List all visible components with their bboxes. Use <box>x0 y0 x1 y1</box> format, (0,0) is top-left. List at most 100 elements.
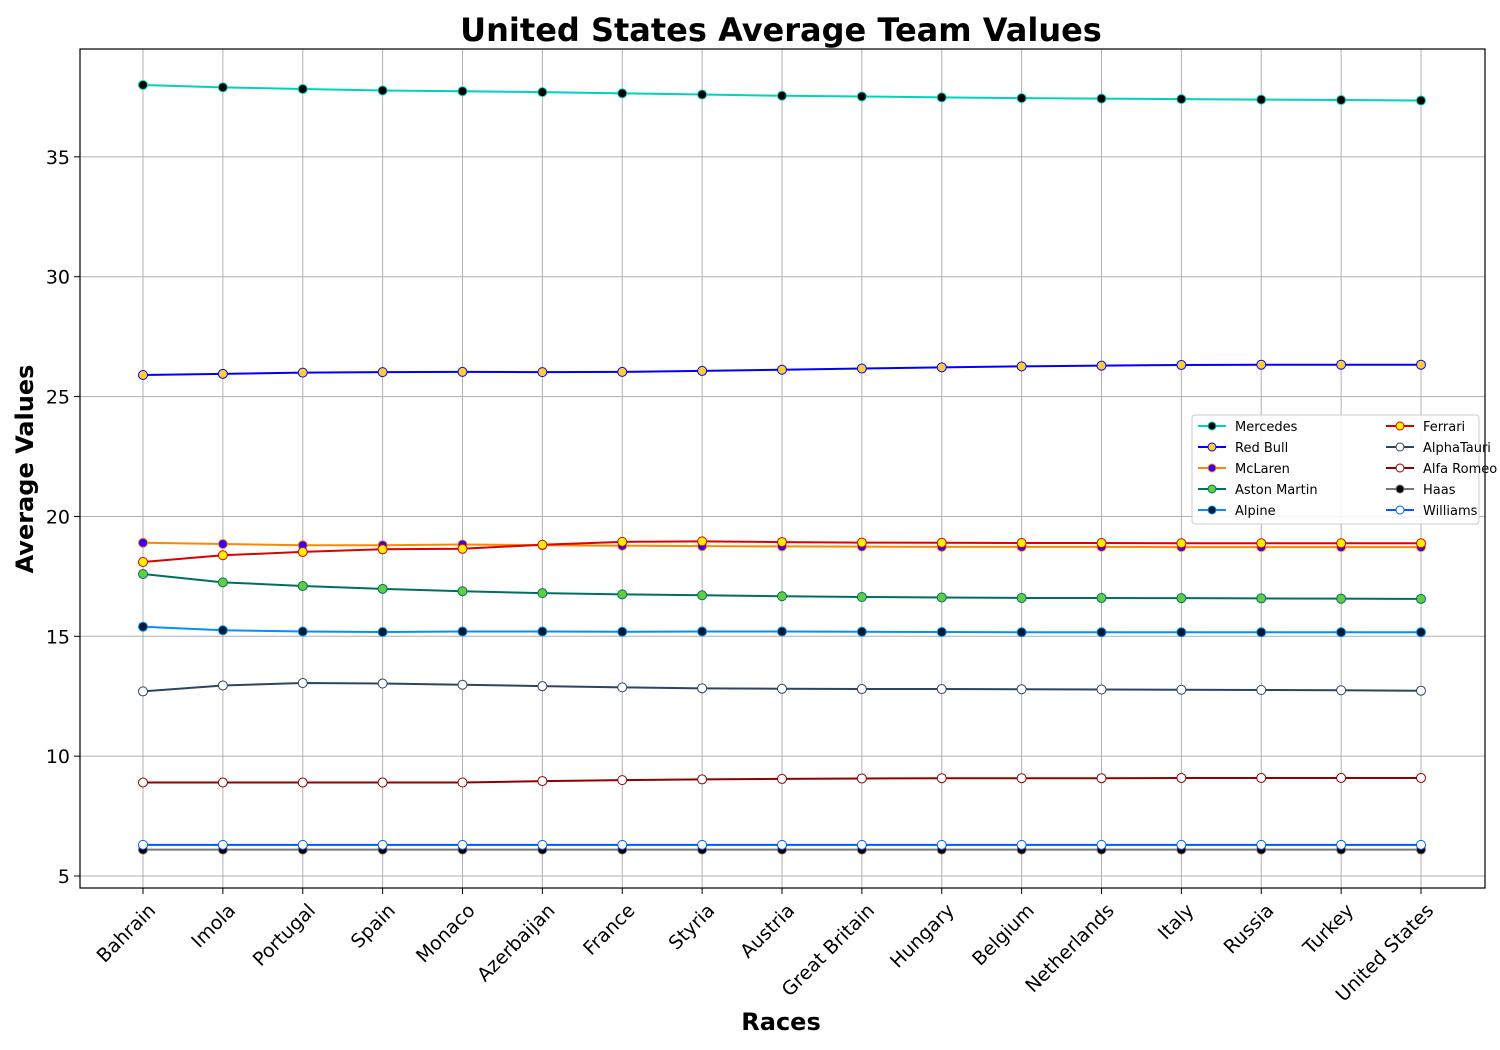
data-point-mercedes <box>617 88 628 99</box>
data-point-ferrari <box>217 550 228 561</box>
series-layer <box>138 79 1426 855</box>
legend-marker <box>1395 484 1405 494</box>
legend-marker <box>1395 421 1405 431</box>
data-point-mclaren <box>138 537 148 548</box>
legend-item-mclaren: McLaren <box>1198 462 1290 477</box>
legend-box <box>1191 414 1480 525</box>
y-tick-label: 20 <box>46 506 70 528</box>
data-point-alfa-romeo <box>617 775 628 786</box>
data-point-red-bull <box>777 364 787 375</box>
data-point-alpine <box>1416 627 1426 638</box>
legend-label: AlphaTauri <box>1423 441 1491 456</box>
data-point-alphatauri <box>217 680 228 691</box>
data-point-aston-martin <box>617 589 628 600</box>
data-point-red-bull <box>1256 359 1267 370</box>
data-point-alpine <box>936 626 947 637</box>
data-point-williams <box>537 839 548 850</box>
data-point-williams <box>1096 839 1107 850</box>
data-point-alpine <box>217 625 228 636</box>
data-point-aston-martin <box>138 568 148 579</box>
legend-marker <box>1395 442 1405 452</box>
data-point-alpine <box>1256 627 1267 638</box>
data-point-alfa-romeo <box>1096 773 1107 784</box>
data-point-ferrari <box>1096 538 1107 549</box>
data-point-alfa-romeo <box>1256 772 1267 783</box>
data-point-williams <box>1016 839 1027 850</box>
data-point-williams <box>617 839 628 850</box>
data-point-alphatauri <box>936 684 947 695</box>
data-point-ferrari <box>377 544 388 555</box>
data-point-alfa-romeo <box>377 777 388 788</box>
data-point-mercedes <box>1336 95 1347 106</box>
data-point-ferrari <box>856 537 867 548</box>
data-point-williams <box>856 839 867 850</box>
data-point-williams <box>1336 839 1347 850</box>
series-red-bull <box>138 359 1426 381</box>
data-point-alfa-romeo <box>1176 772 1187 783</box>
data-point-williams <box>217 839 228 850</box>
data-point-alpine <box>1336 627 1347 638</box>
data-point-aston-martin <box>697 590 708 601</box>
data-point-aston-martin <box>1336 593 1347 604</box>
y-axis-label: Average Values <box>11 365 39 574</box>
data-point-mercedes <box>1016 93 1027 104</box>
data-point-aston-martin <box>457 586 468 597</box>
data-point-alpine <box>457 626 468 637</box>
data-point-mercedes <box>138 79 148 90</box>
data-point-alphatauri <box>617 682 628 693</box>
data-point-red-bull <box>936 362 947 373</box>
legend-item-red-bull: Red Bull <box>1198 441 1288 456</box>
data-point-mercedes <box>297 84 308 95</box>
legend-marker <box>1395 505 1405 515</box>
data-point-mercedes <box>1096 93 1107 104</box>
legend-item-alphatauri: AlphaTauri <box>1386 441 1491 456</box>
data-point-aston-martin <box>1416 593 1426 604</box>
data-point-ferrari <box>936 537 947 548</box>
series-mercedes <box>138 79 1426 106</box>
data-point-alphatauri <box>1416 685 1426 696</box>
data-point-alpine <box>1176 627 1187 638</box>
data-point-mercedes <box>856 91 867 102</box>
data-point-red-bull <box>1416 359 1426 370</box>
data-point-williams <box>1176 839 1187 850</box>
data-point-mercedes <box>697 89 708 100</box>
data-point-ferrari <box>777 537 787 548</box>
data-point-red-bull <box>138 370 148 381</box>
gridlines <box>80 49 1485 888</box>
data-point-alphatauri <box>457 679 468 690</box>
legend-label: Ferrari <box>1423 420 1465 435</box>
legend-label: McLaren <box>1235 462 1290 477</box>
data-point-aston-martin <box>537 588 548 599</box>
data-point-williams <box>936 839 947 850</box>
legend-marker <box>1207 463 1217 473</box>
chart-title: United States Average Team Values <box>460 11 1102 49</box>
data-point-mercedes <box>217 82 228 93</box>
data-point-alfa-romeo <box>1016 773 1027 784</box>
data-point-williams <box>138 839 148 850</box>
data-point-aston-martin <box>936 592 947 603</box>
data-point-alfa-romeo <box>217 777 228 788</box>
y-tick-label: 5 <box>58 866 70 888</box>
data-point-mercedes <box>1176 94 1187 105</box>
data-point-alpine <box>138 621 148 632</box>
legend-marker <box>1207 484 1217 494</box>
data-point-williams <box>457 839 468 850</box>
legend-item-alfa-romeo: Alfa Romeo <box>1386 462 1497 477</box>
data-point-aston-martin <box>777 591 787 602</box>
legend-label: Williams <box>1423 504 1478 519</box>
y-tick-label: 30 <box>46 267 70 289</box>
legend-item-williams: Williams <box>1386 504 1478 519</box>
data-point-ferrari <box>1176 538 1187 549</box>
legend-marker <box>1207 505 1217 515</box>
legend-item-aston-martin: Aston Martin <box>1198 483 1318 498</box>
data-point-alphatauri <box>138 686 148 697</box>
data-point-mercedes <box>936 92 947 103</box>
data-point-aston-martin <box>1096 592 1107 603</box>
data-point-red-bull <box>1176 359 1187 370</box>
data-point-ferrari <box>457 543 468 554</box>
series-williams <box>138 839 1426 850</box>
data-point-alfa-romeo <box>777 773 787 784</box>
data-point-aston-martin <box>1176 593 1187 604</box>
y-tick-label: 10 <box>46 746 70 768</box>
